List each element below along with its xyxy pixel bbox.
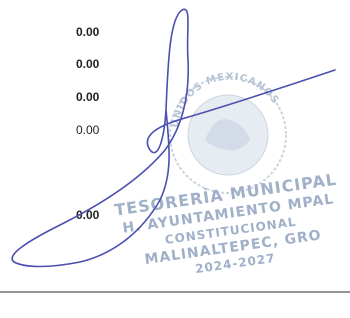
amount: 0.00 <box>76 25 100 39</box>
amount: 0.00 <box>76 57 100 71</box>
document-fragment: UNIDOS MEXICANOS TESORERÍA MUNICIPALH. A… <box>0 0 350 318</box>
amounts: 0.000.000.000.000.00 <box>76 25 100 222</box>
amount: 0.00 <box>76 90 100 104</box>
amount: 0.00 <box>76 123 100 137</box>
page: UNIDOS MEXICANOS TESORERÍA MUNICIPALH. A… <box>0 0 350 318</box>
